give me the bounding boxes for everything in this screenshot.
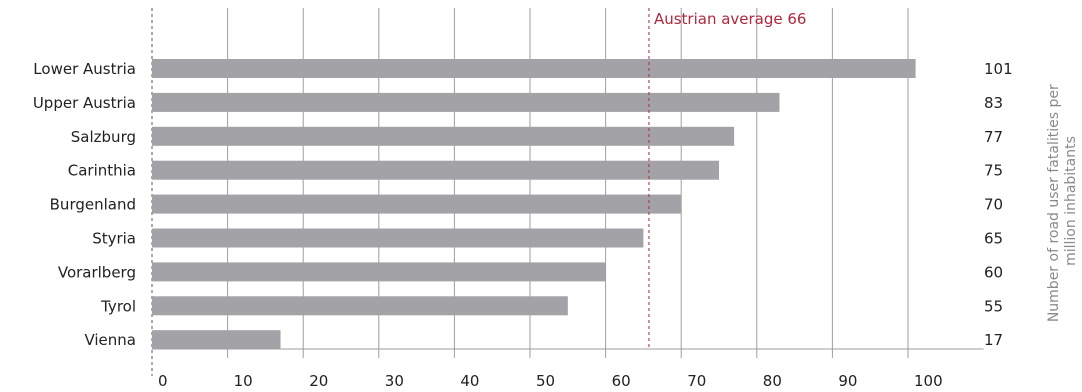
value-labels: 101 83 77 75 70 65 60 55 17 xyxy=(984,60,1013,349)
value-label: 75 xyxy=(984,162,1003,180)
bars xyxy=(152,59,916,350)
bar xyxy=(152,160,719,180)
x-tick-label: 50 xyxy=(536,372,555,390)
category-label: Lower Austria xyxy=(33,60,136,78)
category-label: Burgenland xyxy=(50,196,136,214)
bar xyxy=(152,92,780,112)
value-label: 83 xyxy=(984,94,1003,112)
value-label: 17 xyxy=(984,331,1003,349)
y-axis-label: Number of road user fatalities per milli… xyxy=(1046,80,1079,322)
bar xyxy=(152,262,606,282)
bar xyxy=(152,296,568,316)
bar xyxy=(152,59,916,78)
bar xyxy=(152,194,682,214)
x-tick-label: 70 xyxy=(687,372,706,390)
x-tick-label: 0 xyxy=(158,372,168,390)
x-tick-label: 100 xyxy=(914,372,943,390)
x-tick-labels: 0 10 20 30 40 50 60 70 80 90 100 xyxy=(158,372,943,390)
category-label: Styria xyxy=(92,230,136,248)
x-tick-label: 90 xyxy=(838,372,857,390)
bar xyxy=(152,126,735,146)
category-label: Tyrol xyxy=(100,297,136,315)
x-tick-label: 30 xyxy=(385,372,404,390)
value-label: 101 xyxy=(984,60,1013,78)
reference-line-group: Austrian average 66 xyxy=(648,8,807,349)
category-labels: Lower Austria Upper Austria Salzburg Carint… xyxy=(33,60,136,349)
average-label: Austrian average 66 xyxy=(654,10,807,28)
bar xyxy=(152,330,281,350)
value-label: 77 xyxy=(984,128,1003,146)
value-label: 70 xyxy=(984,196,1003,214)
x-tick-label: 80 xyxy=(763,372,782,390)
x-tick-label: 10 xyxy=(234,372,253,390)
category-label: Vorarlberg xyxy=(58,263,136,281)
y-axis-label-line-2: million inhabitants xyxy=(1063,136,1079,266)
x-tick-label: 40 xyxy=(460,372,479,390)
x-tick-label: 20 xyxy=(309,372,328,390)
bar xyxy=(152,228,644,248)
category-label: Salzburg xyxy=(71,128,136,146)
x-tick-label: 60 xyxy=(612,372,631,390)
value-label: 55 xyxy=(984,297,1003,315)
category-label: Vienna xyxy=(84,331,136,349)
value-label: 65 xyxy=(984,230,1003,248)
category-label: Upper Austria xyxy=(33,94,136,112)
value-label: 60 xyxy=(984,263,1003,281)
category-label: Carinthia xyxy=(68,162,136,180)
y-axis-label-line-1: Number of road user fatalities per xyxy=(1046,84,1062,322)
